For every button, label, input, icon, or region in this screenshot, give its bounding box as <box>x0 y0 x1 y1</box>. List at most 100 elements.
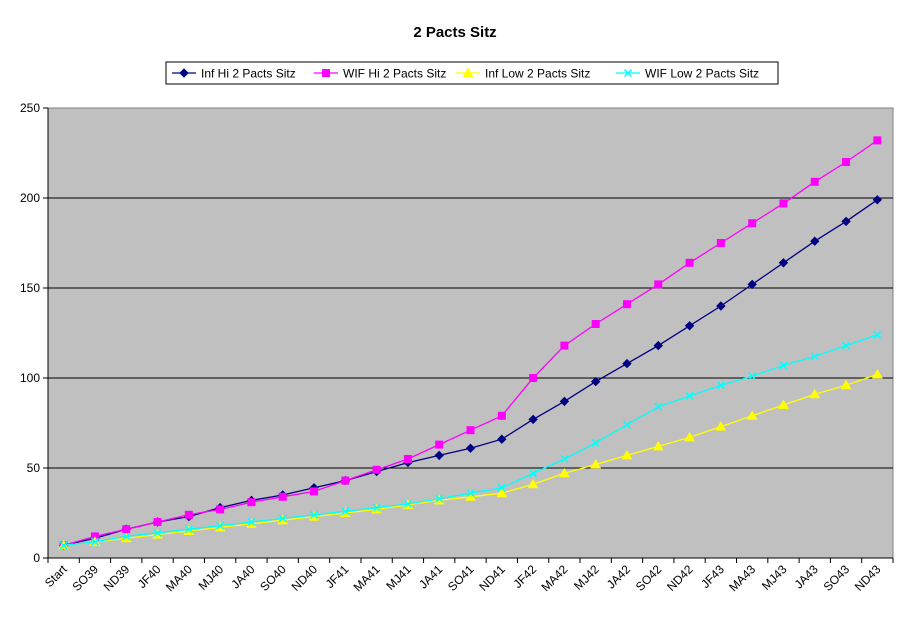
data-point <box>716 239 725 247</box>
chart-title: 2 Pacts Sitz <box>413 24 496 41</box>
data-point <box>622 300 631 309</box>
data-point <box>590 376 601 387</box>
data-point <box>403 499 412 509</box>
x-tick-label: JF41 <box>323 562 352 591</box>
data-point <box>247 517 256 527</box>
data-point <box>716 381 725 390</box>
legend-label: Inf Low 2 Pacts Sitz <box>485 67 590 81</box>
legend-label: Inf Hi 2 Pacts Sitz <box>201 67 296 81</box>
y-axis: 0 50 100 150 200 250 <box>20 101 49 565</box>
x-tick-label: JF42 <box>510 562 539 591</box>
data-point <box>591 438 600 447</box>
data-point <box>779 361 788 370</box>
x-tick-label: Start <box>42 562 70 590</box>
data-point <box>435 440 444 449</box>
data-point <box>653 340 663 351</box>
data-point <box>654 280 663 289</box>
data-point <box>435 494 444 503</box>
x-tick-label: SO42 <box>633 562 665 594</box>
legend: Inf Hi 2 Pacts Sitz WIF Hi 2 Pacts Sitz In… <box>165 61 779 85</box>
data-point <box>810 352 819 361</box>
x-tick-label: JF43 <box>698 562 727 591</box>
data-point <box>497 483 506 492</box>
y-tick-label: 200 <box>20 191 40 205</box>
x-tick-label: JA42 <box>604 562 633 591</box>
data-point <box>810 236 820 246</box>
data-point <box>559 396 570 407</box>
data-point <box>778 399 789 409</box>
data-point <box>496 487 508 498</box>
data-point <box>278 492 287 501</box>
data-point <box>341 507 350 516</box>
data-point <box>278 514 287 523</box>
data-point <box>871 368 883 379</box>
legend-item-wif-hi-2-pacts-sitz: WIF Hi 2 Pacts Sitz <box>314 67 446 81</box>
data-point <box>90 537 99 546</box>
data-point <box>842 158 851 166</box>
data-point <box>622 420 632 429</box>
data-point <box>309 510 319 519</box>
data-point <box>748 372 757 381</box>
data-point <box>685 391 694 401</box>
x-tick-label: JA43 <box>792 562 821 591</box>
x-tick-label: JA41 <box>416 562 445 591</box>
data-point <box>684 431 695 442</box>
data-point <box>372 465 381 474</box>
data-point <box>842 341 851 350</box>
x-tick-label: MJ43 <box>759 562 790 593</box>
data-point <box>684 321 695 331</box>
x-tick-label: SO40 <box>257 562 289 594</box>
x-tick-label: SO41 <box>445 562 477 594</box>
y-tick-label: 150 <box>20 281 40 295</box>
data-point <box>622 358 632 369</box>
legend-item-wif-low-2-pacts-sitz: WIF Low 2 Pacts Sitz <box>616 67 759 81</box>
data-point <box>247 498 256 507</box>
data-point <box>809 388 821 399</box>
x-tick-label: MJ42 <box>571 562 602 593</box>
x-tick-label: MA42 <box>538 562 570 594</box>
legend-item-inf-low-2-pacts-sitz: Inf Low 2 Pacts Sitz <box>456 67 590 81</box>
data-point <box>560 341 569 350</box>
data-point <box>873 330 882 339</box>
data-point <box>528 414 538 425</box>
data-point <box>184 525 193 534</box>
data-point <box>872 195 883 205</box>
data-point <box>652 440 664 451</box>
data-point <box>153 528 162 537</box>
data-point <box>434 450 444 461</box>
data-point <box>778 258 789 268</box>
x-tick-label: MJ40 <box>196 562 227 593</box>
data-point <box>466 489 475 498</box>
data-point <box>873 136 882 145</box>
legend-swatch-marker <box>179 68 189 78</box>
legend-swatch-marker <box>623 68 633 78</box>
data-point <box>559 467 570 478</box>
data-point <box>466 426 475 435</box>
data-point <box>216 521 225 530</box>
y-tick-label: 250 <box>20 101 40 115</box>
data-point <box>497 411 506 420</box>
data-point <box>341 476 350 485</box>
data-point <box>465 443 476 453</box>
data-point <box>59 541 68 550</box>
x-axis: Start SO39 ND39 JF40 MA40 MJ40 JA40 SO40 ND40 JF4… <box>42 557 894 594</box>
data-point <box>779 199 788 208</box>
data-point <box>527 478 539 489</box>
series-group <box>58 136 883 551</box>
y-tick-label: 100 <box>20 371 40 385</box>
data-point <box>715 421 727 431</box>
data-point <box>497 434 507 444</box>
data-point <box>310 487 319 496</box>
data-point <box>716 301 726 311</box>
legend-swatch-marker <box>462 67 474 77</box>
data-point <box>122 525 131 534</box>
data-point <box>122 532 131 541</box>
data-point <box>216 505 225 514</box>
x-tick-label: MA43 <box>726 562 758 594</box>
data-point <box>529 469 538 478</box>
x-tick-label: ND41 <box>476 562 508 594</box>
x-tick-label: SO39 <box>69 562 101 594</box>
x-tick-label: ND39 <box>101 562 133 594</box>
x-tick-label: MA41 <box>351 562 383 594</box>
legend-item-inf-hi-2-pacts-sitz: Inf Hi 2 Pacts Sitz <box>172 67 296 81</box>
